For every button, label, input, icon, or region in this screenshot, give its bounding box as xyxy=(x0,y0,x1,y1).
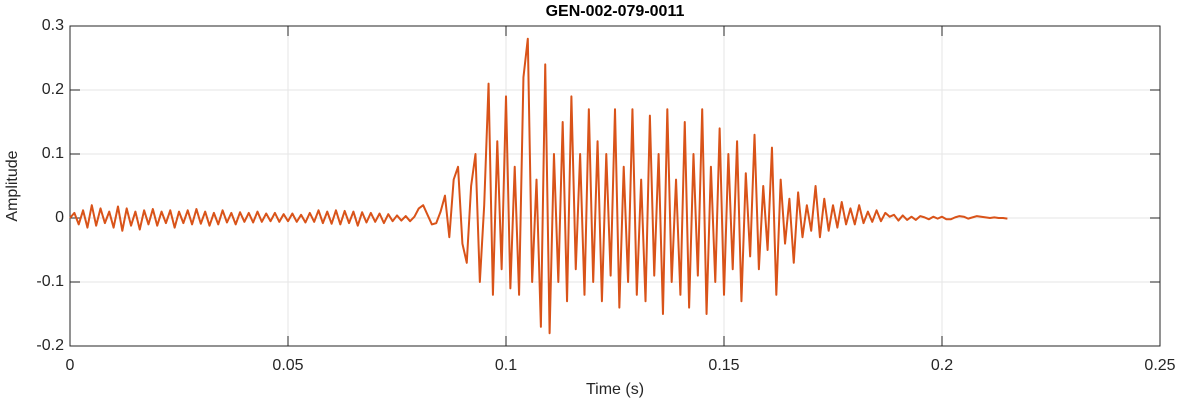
x-tick-label: 0.05 xyxy=(272,357,303,374)
x-tick-label: 0 xyxy=(66,357,75,374)
y-tick-label: 0.2 xyxy=(42,81,64,98)
x-tick-label: 0.2 xyxy=(931,357,953,374)
plot-frame xyxy=(69,25,1161,347)
x-tick-label: 0.1 xyxy=(495,357,517,374)
x-tick-label: 0.15 xyxy=(708,357,739,374)
y-axis-label: Amplitude xyxy=(4,150,21,221)
y-tick-label: -0.2 xyxy=(36,337,64,354)
y-tick-label: 0.1 xyxy=(42,145,64,162)
chart-title: GEN-002-079-0011 xyxy=(546,3,685,20)
waveform-line xyxy=(69,37,1008,335)
y-tick-label: 0 xyxy=(55,209,64,226)
y-tick-label: -0.1 xyxy=(36,273,64,290)
y-tick-label: 0.3 xyxy=(42,17,64,34)
x-axis-label: Time (s) xyxy=(586,381,644,398)
x-tick-label: 0.25 xyxy=(1144,357,1175,374)
